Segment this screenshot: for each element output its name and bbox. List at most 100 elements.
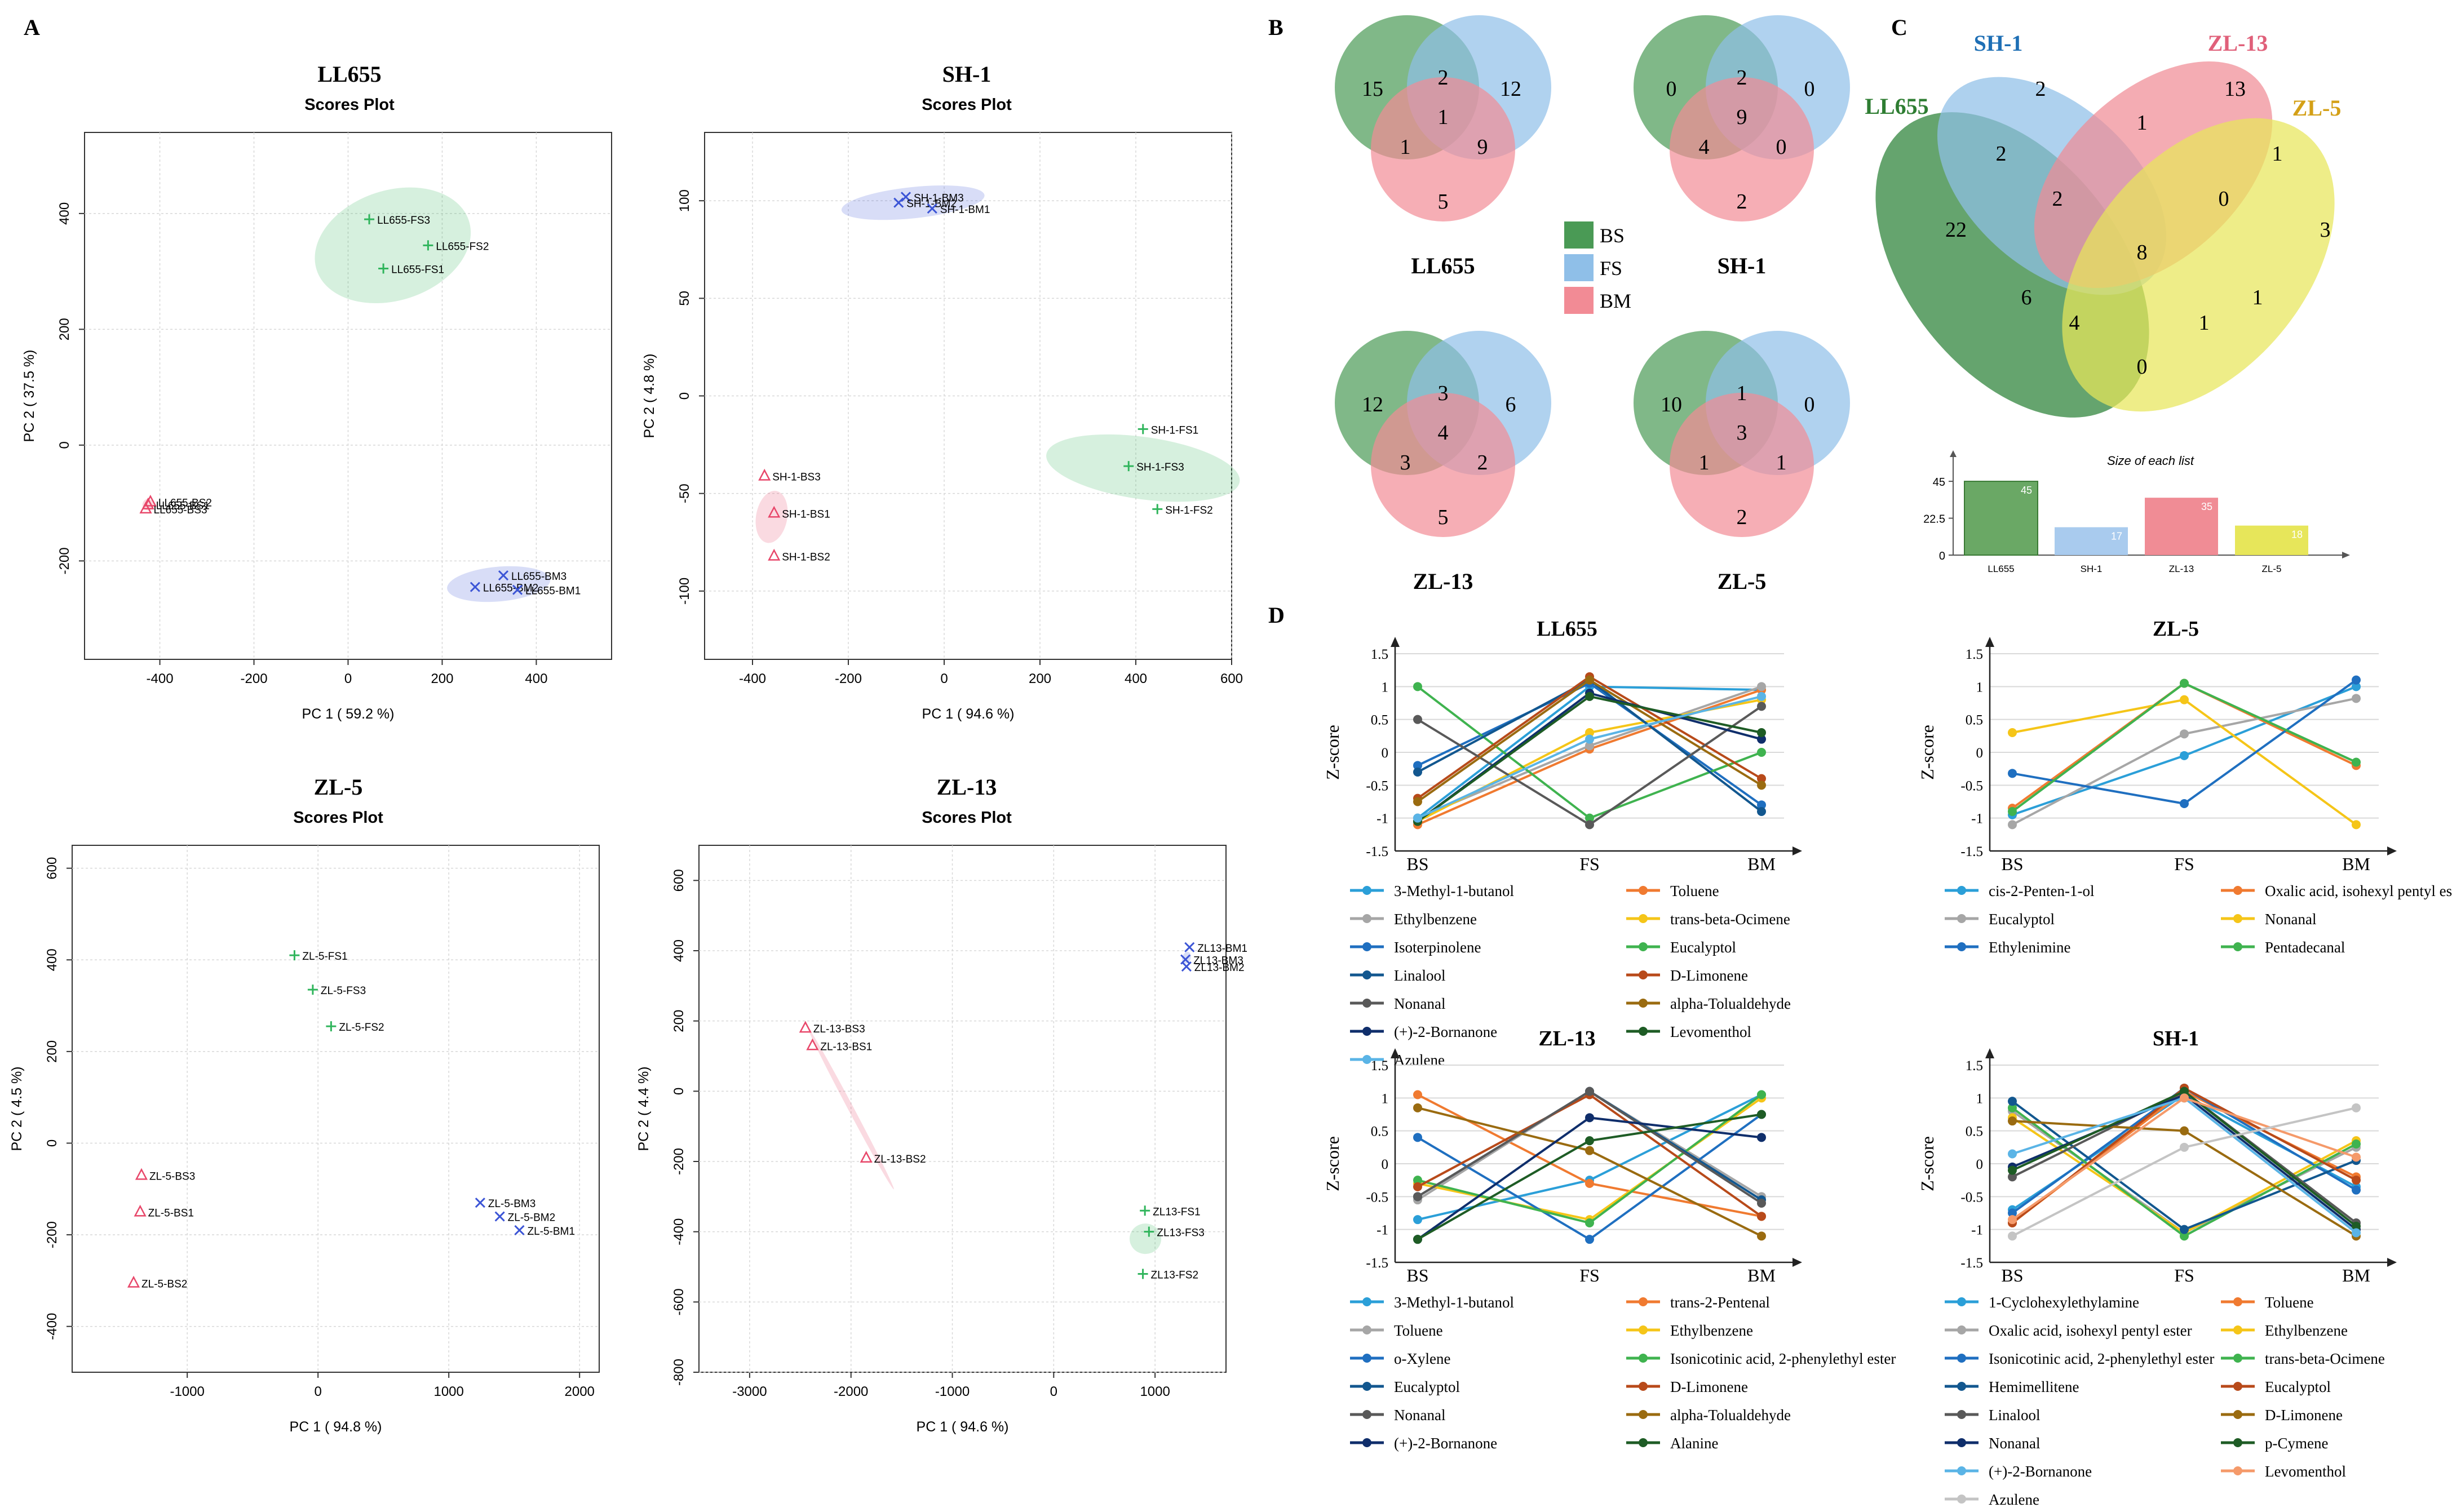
- legend-marker: [1957, 1438, 1966, 1447]
- point-label: ZL13-BM3: [1193, 955, 1243, 967]
- venn-zl-5: 10 0 2 1 1 1 3 ZL-5: [1634, 331, 1850, 594]
- legend-marker: [1639, 914, 1648, 923]
- legend-label: Oxalic acid, isohexyl pentyl ester: [1989, 1322, 2192, 1339]
- point-label: SH-1-BM1: [940, 204, 990, 216]
- venn-count-bs-only: 0: [1666, 77, 1677, 101]
- series-point: [1757, 734, 1766, 744]
- x-tick-label: 200: [431, 671, 453, 686]
- legend-marker: [1957, 1466, 1966, 1475]
- point-label: ZL13-FS1: [1153, 1206, 1200, 1218]
- point-label: ZL-13-BS1: [820, 1041, 872, 1053]
- legend-label: BM: [1600, 290, 1631, 312]
- point-label: LL655-BM3: [511, 571, 566, 583]
- venn4-count: 0: [2137, 355, 2148, 379]
- legend-label: (+)-2-Bornanone: [1989, 1463, 2092, 1480]
- venn-label: ZL-13: [1413, 569, 1473, 594]
- x-tick-label: 2000: [565, 1384, 595, 1399]
- x-axis-arrow: [2387, 1258, 2397, 1267]
- series-point: [2008, 769, 2017, 778]
- legend-label: alpha-Tolualdehyde: [1670, 1407, 1791, 1424]
- series-point: [2352, 682, 2361, 691]
- point-label: ZL-5-FS2: [339, 1022, 384, 1034]
- point-label: ZL-13-BS2: [874, 1154, 926, 1165]
- y-axis-label: Z-score: [1322, 1136, 1343, 1191]
- venn-count-bs-only: 12: [1362, 393, 1383, 416]
- series-point: [1413, 715, 1422, 724]
- point-label: LL655-FS2: [436, 241, 489, 252]
- x-category-label: BS: [2001, 1265, 2023, 1285]
- legend-label: Nonanal: [1394, 1407, 1445, 1424]
- legend-marker: [1362, 886, 1371, 895]
- series-point: [1413, 682, 1422, 691]
- series-point: [1757, 1199, 1766, 1208]
- series-point: [2008, 1103, 2017, 1112]
- y-tick-label: -0.5: [1960, 778, 1983, 793]
- legend-label: Toluene: [2265, 1294, 2314, 1311]
- pca-plot-zl-5: ZL-5 Scores Plot -1000 0 1000 2000 -400 -200 0 20…: [9, 774, 600, 1435]
- venn-zl-13: 12 6 5 3 3 2 4 ZL-13: [1335, 331, 1551, 594]
- legend-label: FS: [1600, 257, 1622, 280]
- y-tick-label: 0: [1382, 746, 1389, 761]
- y-axis-label: Z-score: [1322, 725, 1343, 780]
- y-tick-label: -1: [1971, 1223, 1983, 1238]
- series-line: [2011, 1087, 2357, 1224]
- series-point: [2008, 1116, 2017, 1126]
- series-point: [2008, 1215, 2017, 1225]
- point-label: SH-1-FS1: [1151, 424, 1198, 436]
- y-tick-label: -200: [57, 547, 72, 574]
- size-bar-value: 17: [2111, 531, 2122, 542]
- legend-marker: [1957, 942, 1966, 951]
- y-tick-label: 0.5: [1966, 713, 1983, 728]
- x-tick-label: 1000: [433, 1384, 463, 1399]
- legend-marker: [1639, 886, 1648, 895]
- y-tick-label: -1: [1971, 812, 1983, 827]
- venn4-count: 1: [2272, 142, 2283, 166]
- series-point: [1757, 807, 1766, 816]
- venn4-set-label: LL655: [1865, 94, 1928, 119]
- series-point: [2008, 728, 2017, 737]
- y-tick-label: 400: [45, 948, 60, 971]
- size-bar: [2235, 525, 2308, 555]
- plot-subtitle: Scores Plot: [293, 809, 383, 827]
- venn-count-all: 3: [1737, 421, 1747, 445]
- series-point: [2352, 1176, 2361, 1185]
- venn-count-bs-only: 15: [1362, 77, 1383, 101]
- bars-y-tick-label: 45: [1933, 476, 1945, 489]
- score-point-bs: [134, 1204, 147, 1217]
- x-category-label: FS: [2174, 854, 2194, 874]
- venn4-count: 1: [2137, 111, 2148, 135]
- x-category-label: BS: [2001, 854, 2023, 874]
- score-point-bm: [475, 1198, 485, 1208]
- score-point-bs: [799, 1021, 812, 1033]
- x-category-label: BS: [1406, 1265, 1428, 1285]
- legend-marker: [1957, 1410, 1966, 1419]
- y-tick-label: 0.5: [1371, 1124, 1388, 1139]
- venn-count-fs-only: 6: [1506, 393, 1516, 416]
- y-axis-arrow: [1985, 1048, 1994, 1058]
- legend-marker: [1639, 970, 1648, 979]
- point-label: LL655-BS2: [158, 498, 212, 509]
- legend-marker: [1639, 1325, 1648, 1334]
- legend-label: trans-beta-Ocimene: [2265, 1350, 2385, 1367]
- series-point: [2180, 679, 2189, 688]
- legend-label: Nonanal: [1989, 1435, 2040, 1452]
- plot-frame: [72, 845, 600, 1373]
- score-point-fs: [289, 950, 300, 961]
- series-point: [1585, 1087, 1594, 1096]
- point-label: LL655-BM1: [525, 586, 581, 597]
- venn-count-fs-only: 0: [1804, 77, 1815, 101]
- line-plot-title: SH-1: [2153, 1027, 2199, 1050]
- series-point: [2008, 1231, 2017, 1241]
- score-point-fs: [1138, 1269, 1148, 1279]
- line-plot-title: ZL-13: [1538, 1027, 1595, 1050]
- point-label: LL655-FS1: [391, 264, 444, 276]
- series-point: [2180, 1231, 2189, 1241]
- y-tick-label: -600: [671, 1288, 687, 1315]
- legend-marker: [1639, 942, 1648, 951]
- x-tick-label: 400: [1125, 671, 1147, 686]
- series-point: [2352, 1221, 2361, 1231]
- x-tick-label: -200: [241, 671, 268, 686]
- legend-label: cis-2-Penten-1-ol: [1989, 883, 2094, 899]
- y-tick-label: 200: [57, 318, 72, 340]
